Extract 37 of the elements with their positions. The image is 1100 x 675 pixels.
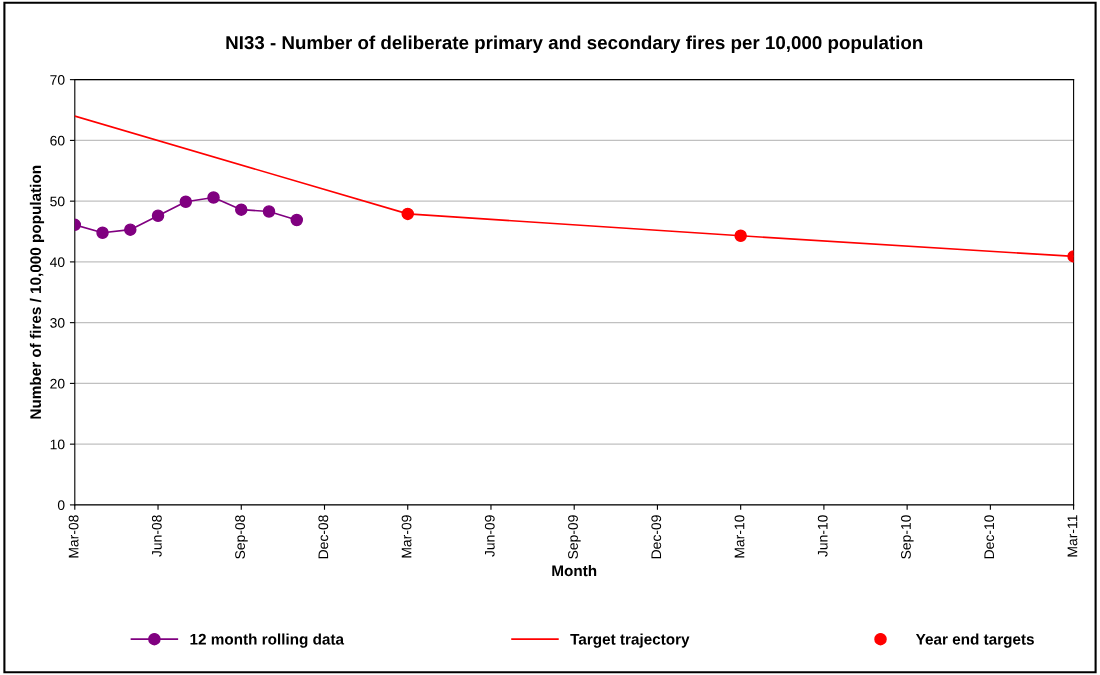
point (207, 191, 220, 204)
y-tick-label: 10 (50, 439, 65, 450)
point (262, 205, 276, 218)
y-tick-label: 20 (50, 378, 65, 389)
x-tick-label: Dec-08 (318, 515, 329, 559)
y-axis-title: Number of fires / 10,000 population (29, 165, 45, 419)
x-tick-label: Mar-10 (734, 515, 745, 558)
legend-label: 12 month rolling data (190, 633, 345, 648)
x-tick-label: Mar-09 (401, 515, 412, 558)
point (290, 213, 304, 227)
x-tick-label: Sep-08 (235, 515, 248, 559)
point (179, 195, 193, 209)
x-tick-label: Mar-11 (1067, 515, 1078, 557)
x-tick-label: Mar-08 (68, 515, 79, 558)
x-axis-title: Month (552, 564, 597, 577)
x-tick-label: Jun-10 (817, 515, 828, 557)
point (734, 229, 747, 243)
y-tick-label: 30 (50, 317, 65, 328)
y-tick-label: 70 (50, 74, 65, 85)
x-tick-label: Dec-10 (984, 515, 995, 559)
point (124, 223, 137, 236)
y-tick-label: 0 (57, 500, 65, 511)
y-tick-label: 40 (49, 257, 65, 268)
x-tick-label: Sep-10 (901, 515, 914, 559)
legend-label: Target trajectory (570, 633, 690, 648)
y-tick-label: 50 (50, 196, 65, 207)
x-tick-label: Sep-09 (568, 515, 581, 559)
x-tick-label: Jun-08 (151, 515, 162, 557)
point (235, 203, 248, 216)
point (96, 226, 109, 239)
y-tick-label: 60 (50, 135, 65, 146)
point (151, 209, 165, 222)
x-tick-label: Jun-09 (484, 515, 495, 557)
x-tick-label: Dec-09 (651, 515, 662, 559)
chart-title: NI33 - Number of deliberate primary and secondary fires per 10,000 population (226, 35, 923, 53)
legend-label: Year end targets (915, 633, 1034, 648)
point (401, 207, 414, 221)
